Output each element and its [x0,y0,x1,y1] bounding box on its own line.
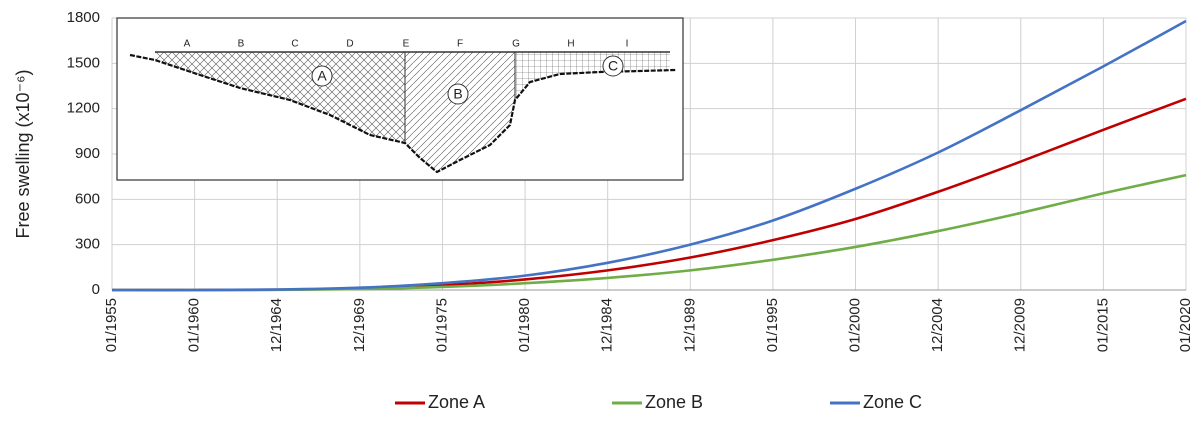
series-line [111,19,1187,292]
inset-diagram: A B C D E F G H I A B C [116,17,684,181]
y-tick-label: 900 [75,145,100,162]
section-label: D [346,39,353,50]
y-tick-label: 1500 [67,54,100,71]
x-tick-label: 01/2020 [1177,298,1194,352]
zone-b-area [405,52,515,172]
zone-label: A [317,68,327,84]
x-tick-label: 01/2000 [847,298,864,352]
x-tick-label: 12/2009 [1012,298,1029,352]
x-tick-label: 12/2004 [929,298,946,352]
legend-label: Zone A [428,392,485,412]
x-tick-label: 01/1955 [103,298,120,352]
section-label: B [238,39,245,50]
rock-foundation [129,53,677,174]
x-tick-label: 12/1984 [599,298,616,352]
series-line [111,173,1187,292]
section-label: I [626,39,629,50]
legend-label: Zone C [863,392,922,412]
x-tick-label: 01/1960 [186,298,203,352]
y-tick-label: 1200 [67,100,100,117]
x-tick-label: 01/1975 [433,298,450,352]
zone-label: C [608,58,618,74]
zone-label: B [453,86,462,102]
x-tick-label: 12/1964 [268,298,285,352]
section-label: G [512,39,520,50]
zone-marker [311,65,333,87]
zone-marker [447,83,469,105]
x-tick-label: 12/1989 [681,298,698,352]
y-tick-label: 600 [75,190,100,207]
section-label: E [403,39,410,50]
legend-label: Zone B [645,392,703,412]
y-tick-label: 300 [75,236,100,253]
section-label: H [567,39,574,50]
zone-marker [602,55,624,77]
y-tick-label: 1800 [67,9,100,26]
x-tick-label: 01/1995 [764,298,781,352]
y-axis-title: Free swelling (x10⁻⁶) [13,70,33,239]
x-tick-label: 12/1969 [351,298,368,352]
x-tick-label: 01/1980 [516,298,533,352]
y-tick-label: 0 [92,281,100,298]
section-label: C [291,39,298,50]
section-label: A [184,39,191,50]
section-label: F [457,39,463,50]
x-tick-label: 01/2015 [1094,298,1111,352]
zone-c-area [515,52,670,100]
